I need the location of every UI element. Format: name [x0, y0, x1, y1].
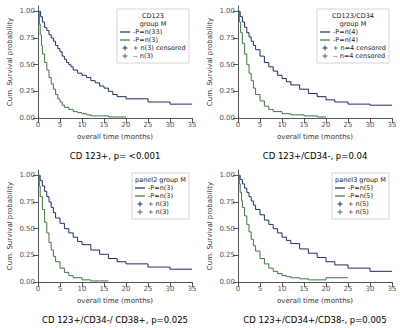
- svg-text:0.75: 0.75: [19, 198, 35, 206]
- svg-text:Cum. Survival probability: Cum. Survival probability: [6, 18, 14, 106]
- svg-text:5: 5: [258, 121, 262, 129]
- svg-text:-- n=4 censored: -- n=4 censored: [333, 52, 385, 60]
- svg-text:10: 10: [278, 285, 287, 293]
- svg-text:overall time (months): overall time (months): [77, 133, 153, 141]
- svg-text:5: 5: [58, 285, 62, 293]
- svg-text:-P=n(33): -P=n(33): [133, 28, 162, 36]
- svg-text:35: 35: [188, 121, 197, 129]
- svg-text:30: 30: [366, 121, 375, 129]
- svg-text:15: 15: [300, 285, 309, 293]
- svg-text:+ n=4 censored: + n=4 censored: [333, 44, 386, 52]
- svg-text:1.00: 1.00: [219, 7, 235, 15]
- svg-text:Cum. Survival probability: Cum. Survival probability: [206, 182, 214, 270]
- svg-text:35: 35: [388, 121, 397, 129]
- svg-text:0.25: 0.25: [19, 251, 35, 259]
- svg-text:15: 15: [100, 285, 109, 293]
- svg-text:30: 30: [166, 121, 175, 129]
- svg-text:0: 0: [236, 121, 240, 129]
- svg-text:0.50: 0.50: [19, 61, 35, 69]
- svg-text:0.50: 0.50: [219, 225, 235, 233]
- svg-text:35: 35: [188, 285, 197, 293]
- svg-text:-P=n(3): -P=n(3): [133, 36, 158, 44]
- svg-text:0.50: 0.50: [219, 61, 235, 69]
- svg-text:0.25: 0.25: [19, 87, 35, 95]
- svg-text:-P=n(5): -P=n(5): [348, 184, 373, 192]
- svg-text:25: 25: [344, 285, 353, 293]
- svg-text:0.00: 0.00: [219, 278, 235, 286]
- svg-text:25: 25: [344, 121, 353, 129]
- svg-text:1.00: 1.00: [219, 171, 235, 179]
- svg-text:-P=n(3): -P=n(3): [148, 192, 173, 200]
- svg-text:0.00: 0.00: [219, 114, 235, 122]
- svg-text:10: 10: [78, 285, 87, 293]
- svg-text:20: 20: [122, 121, 131, 129]
- svg-text:10: 10: [78, 121, 87, 129]
- svg-text:1.00: 1.00: [19, 7, 35, 15]
- svg-text:0.25: 0.25: [219, 87, 235, 95]
- svg-text:20: 20: [322, 121, 331, 129]
- svg-text:25: 25: [144, 121, 153, 129]
- svg-text:+ n(3): + n(3): [148, 208, 169, 216]
- svg-text:0.75: 0.75: [219, 34, 235, 42]
- svg-text:0.00: 0.00: [19, 114, 35, 122]
- svg-text:overall time (months): overall time (months): [277, 133, 353, 141]
- svg-text:5: 5: [58, 121, 62, 129]
- svg-text:overall time (months): overall time (months): [277, 297, 353, 305]
- svg-text:-P=n(4): -P=n(4): [333, 36, 358, 44]
- svg-text:+ n(3): + n(3): [148, 200, 169, 208]
- svg-text:panel3 group M: panel3 group M: [335, 176, 386, 184]
- svg-text:CD123: CD123: [142, 12, 164, 20]
- svg-text:0.50: 0.50: [19, 225, 35, 233]
- svg-text:CD 123+/CD34-/ CD38+, p=0.025: CD 123+/CD34-/ CD38+, p=0.025: [42, 315, 188, 325]
- svg-text:20: 20: [322, 285, 331, 293]
- svg-text:25: 25: [144, 285, 153, 293]
- svg-text:-P=n(3): -P=n(3): [148, 184, 173, 192]
- svg-text:30: 30: [166, 285, 175, 293]
- svg-text:0: 0: [236, 285, 240, 293]
- svg-text:0.75: 0.75: [19, 34, 35, 42]
- svg-text:+ n(5): + n(5): [348, 208, 369, 216]
- svg-text:CD 123+/CD34-, p=0.04: CD 123+/CD34-, p=0.04: [263, 151, 368, 161]
- svg-text:Cum. Survival probability: Cum. Survival probability: [206, 18, 214, 106]
- svg-text:-P=n(4): -P=n(4): [333, 28, 358, 36]
- svg-text:overall time (months): overall time (months): [77, 297, 153, 305]
- svg-text:5: 5: [258, 285, 262, 293]
- svg-text:CD 123+, p= <0.001: CD 123+, p= <0.001: [70, 151, 161, 161]
- svg-text:20: 20: [122, 285, 131, 293]
- svg-text:0: 0: [36, 121, 40, 129]
- svg-text:CD 123+/CD34+/CD38-, p=0.005: CD 123+/CD34+/CD38-, p=0.005: [243, 315, 386, 325]
- svg-text:0.75: 0.75: [219, 198, 235, 206]
- svg-text:-- n(3): -- n(3): [133, 52, 153, 60]
- svg-text:15: 15: [100, 121, 109, 129]
- svg-text:+ n(3) censored: + n(3) censored: [133, 44, 186, 52]
- svg-text:0.25: 0.25: [219, 251, 235, 259]
- svg-text:0: 0: [36, 285, 40, 293]
- svg-text:1.00: 1.00: [19, 171, 35, 179]
- svg-text:0.00: 0.00: [19, 278, 35, 286]
- svg-text:-P=n(5): -P=n(5): [348, 192, 373, 200]
- svg-text:15: 15: [300, 121, 309, 129]
- svg-text:panel2 group M: panel2 group M: [135, 176, 186, 184]
- svg-text:group M: group M: [140, 20, 167, 28]
- svg-text:10: 10: [278, 121, 287, 129]
- svg-text:group M: group M: [340, 20, 367, 28]
- svg-text:+ n(5): + n(5): [348, 200, 369, 208]
- svg-text:35: 35: [388, 285, 397, 293]
- svg-text:Cum. Survival probability: Cum. Survival probability: [6, 182, 14, 270]
- svg-text:30: 30: [366, 285, 375, 293]
- svg-text:CD123/CD34: CD123/CD34: [332, 12, 374, 20]
